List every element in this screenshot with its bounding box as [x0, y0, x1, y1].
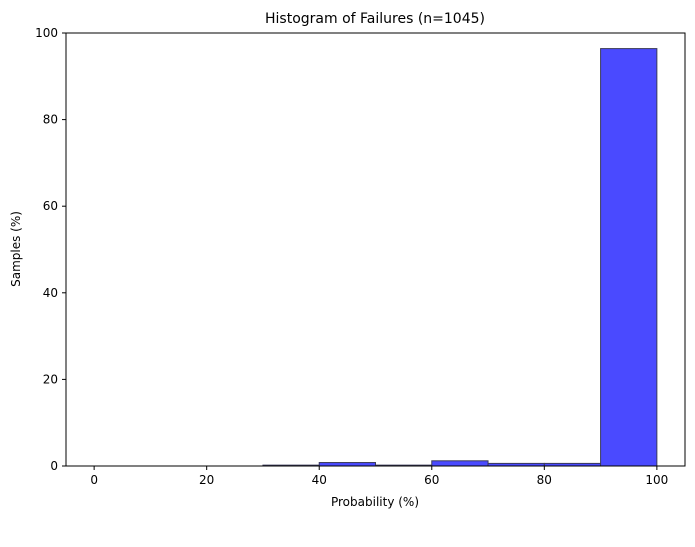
histogram-bar-9 [600, 48, 658, 467]
chart-title: Histogram of Failures (n=1045) [265, 11, 485, 27]
y-tick-label-2: 40 [43, 286, 58, 300]
y-tick-label-4: 80 [43, 113, 58, 127]
x-tick-label-5: 100 [645, 473, 668, 487]
x-axis-label: Probability (%) [331, 495, 419, 509]
x-tick-label-2: 40 [312, 473, 327, 487]
bars-group [262, 48, 658, 467]
histogram-bar-6 [431, 460, 489, 467]
x-tick-label-3: 60 [424, 473, 439, 487]
x-tick-label-0: 0 [90, 473, 98, 487]
y-tick-label-5: 100 [35, 26, 58, 40]
y-tick-label-3: 60 [43, 199, 58, 213]
y-axis-ticks: 0 20 40 60 80 100 [35, 26, 66, 473]
y-axis-label: Samples (%) [9, 211, 23, 287]
y-tick-label-1: 20 [43, 372, 58, 386]
y-tick-label-0: 0 [50, 459, 58, 473]
x-tick-label-4: 80 [537, 473, 552, 487]
x-tick-label-1: 20 [199, 473, 214, 487]
plot-frame [65, 32, 686, 467]
x-axis-ticks: 0 20 40 60 80 100 [90, 466, 668, 487]
histogram-bar-4 [318, 462, 376, 467]
